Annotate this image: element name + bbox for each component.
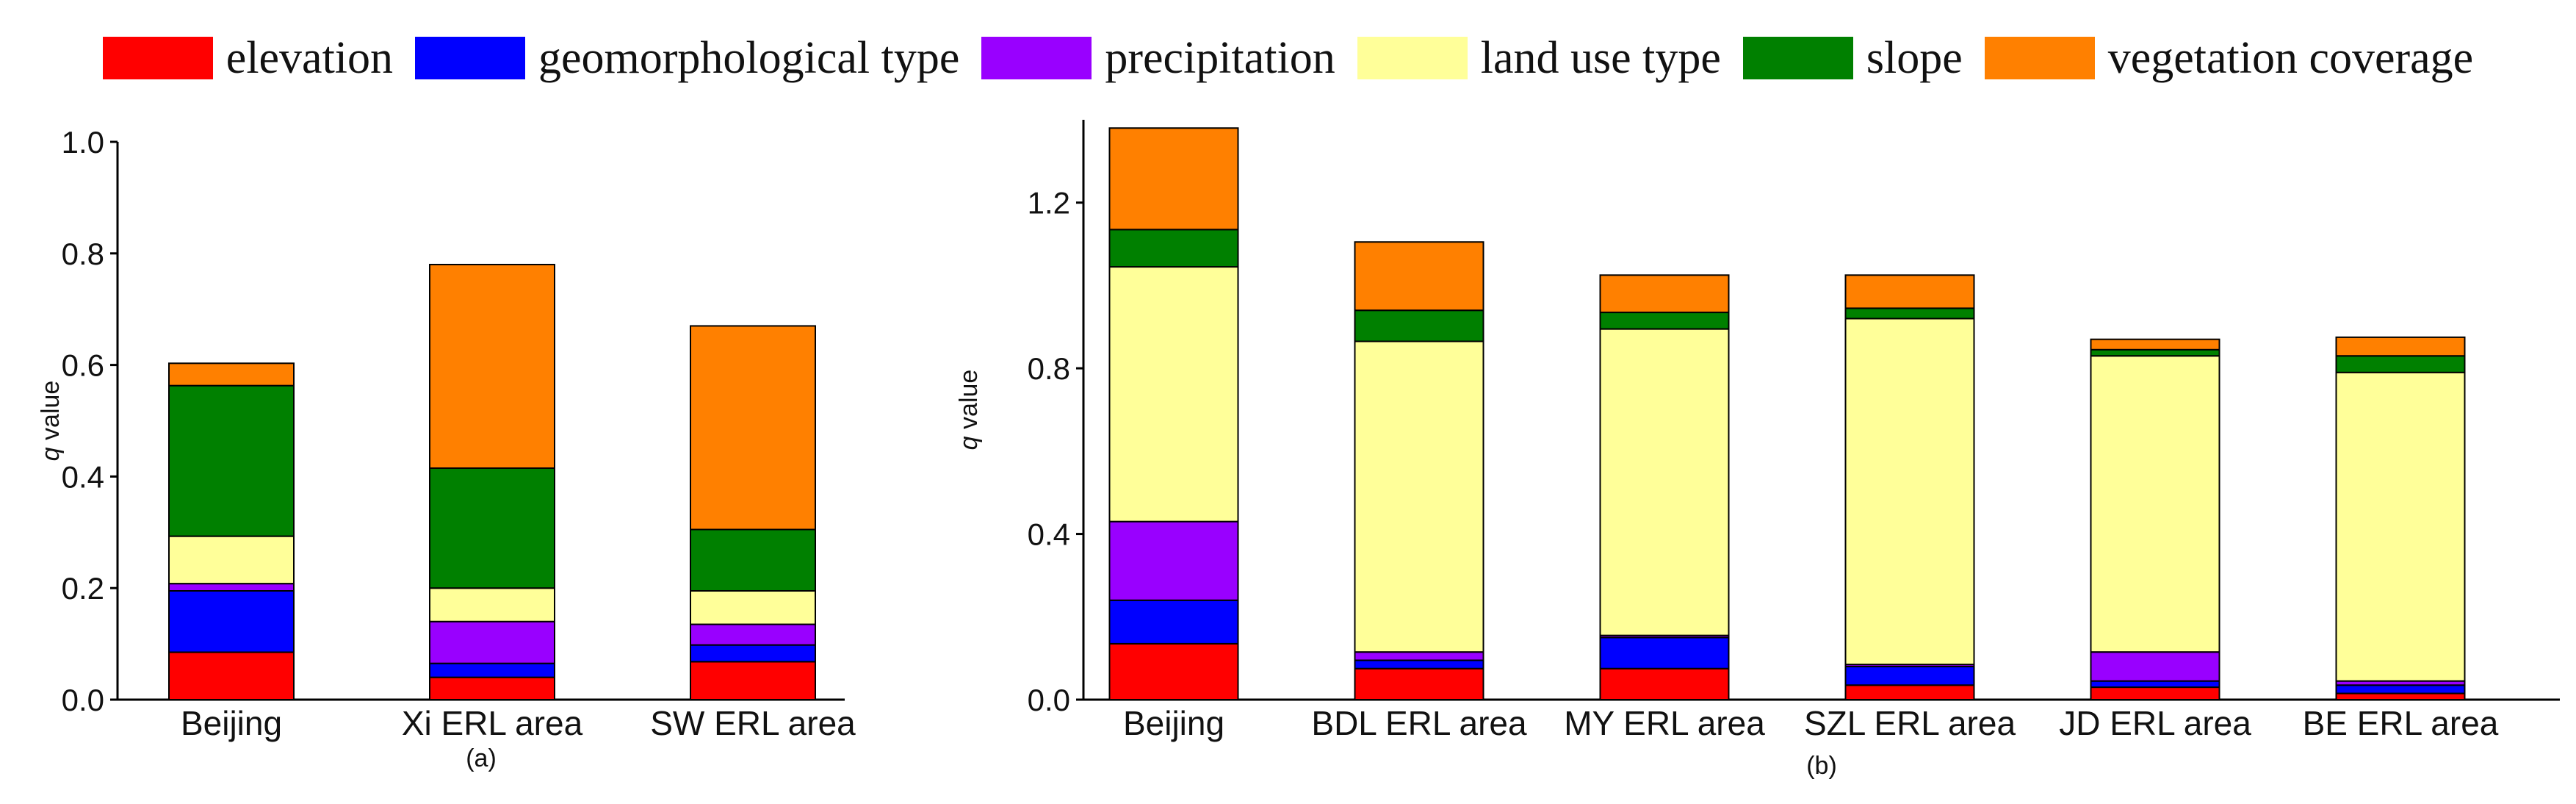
x-category-label: MY ERL area [1564, 704, 1765, 742]
bar-jd-erl-area-geomorphological-type [2090, 680, 2220, 689]
bar-beijing-elevation [1108, 642, 1239, 700]
bar-bdl-erl-area-land-use-type [1354, 340, 1484, 653]
bar-sw-erl-area-slope [690, 528, 816, 592]
bar-szl-erl-area-vegetation-coverage [1844, 274, 1975, 309]
bar-my-erl-area-slope [1599, 312, 1730, 330]
legend-label-elevation: elevation [226, 32, 394, 83]
panel-label: (a) [466, 744, 497, 772]
bar-xi-erl-area-land-use-type [429, 587, 555, 622]
bar-sw-erl-area-elevation [690, 661, 816, 700]
bar-my-erl-area-vegetation-coverage [1599, 274, 1730, 314]
bar-bdl-erl-area-slope [1354, 309, 1484, 342]
x-category-label: BE ERL area [2303, 704, 2499, 742]
legend-swatch-elevation [102, 37, 213, 79]
bar-beijing-land-use-type [1108, 266, 1239, 523]
x-category-label: JD ERL area [2059, 704, 2251, 742]
legend-label-land-use-type: land use type [1480, 32, 1721, 83]
bar-beijing-precipitation [1108, 520, 1239, 601]
bar-szl-erl-area-geomorphological-type [1844, 665, 1975, 686]
bar-beijing-geomorphological-type [1108, 599, 1239, 645]
bar-beijing-vegetation-coverage [1108, 127, 1239, 231]
bar-be-erl-area-vegetation-coverage [2335, 336, 2466, 357]
legend-swatch-slope [1742, 37, 1853, 79]
legend-label-vegetation-coverage: vegetation coverage [2107, 32, 2474, 83]
bar-sw-erl-area-vegetation-coverage [690, 325, 816, 531]
chart-panel-a: 0.0 0.2 0.4 0.6 0.8 1.0 q value Beijing Xi ERL a… [37, 125, 856, 772]
bar-beijing-vegetation-coverage [168, 362, 295, 387]
bar-bdl-erl-area-geomorphological-type [1354, 659, 1484, 670]
bar-szl-erl-area-land-use-type [1844, 317, 1975, 666]
bar-beijing-precipitation [168, 583, 295, 592]
legend-label-slope: slope [1866, 32, 1963, 83]
x-category-label: SZL ERL area [1804, 704, 2016, 742]
bar-my-erl-area-land-use-type [1599, 328, 1730, 636]
bar-bdl-erl-area-elevation [1354, 667, 1484, 700]
bar-jd-erl-area-vegetation-coverage [2090, 338, 2220, 351]
bar-xi-erl-area-precipitation [429, 620, 555, 664]
y-axis-label: q value [955, 370, 983, 451]
bar-be-erl-area-slope [2335, 355, 2466, 373]
legend-item-vegetation-coverage: vegetation coverage [1984, 32, 2474, 85]
bar-xi-erl-area-slope [429, 467, 555, 589]
y-tick-label: 0.4 [1028, 517, 1070, 552]
bar-jd-erl-area-precipitation [2090, 651, 2220, 682]
x-category-label: Beijing [181, 704, 282, 742]
bar-bdl-erl-area-vegetation-coverage [1354, 241, 1484, 312]
y-tick-label: 1.0 [62, 125, 104, 159]
bar-jd-erl-area-elevation [2090, 686, 2220, 700]
y-tick-label: 0.8 [1028, 351, 1070, 386]
y-tick-label: 1.2 [1028, 186, 1070, 220]
y-tick-label: 0.6 [62, 348, 104, 383]
legend-item-land-use-type: land use type [1357, 32, 1721, 85]
legend-swatch-land-use-type [1357, 37, 1468, 79]
bar-bdl-erl-area-precipitation [1354, 651, 1484, 661]
legend-swatch-vegetation-coverage [1984, 37, 2095, 79]
legend-item-slope: slope [1742, 32, 1963, 85]
bar-xi-erl-area-vegetation-coverage [429, 263, 555, 470]
bar-be-erl-area-land-use-type [2335, 371, 2466, 682]
legend: elevation geomorphological type precipit… [0, 25, 2576, 91]
bar-my-erl-area-elevation [1599, 667, 1730, 700]
legend-item-geomorphological-type: geomorphological type [415, 32, 959, 85]
bar-xi-erl-area-geomorphological-type [429, 662, 555, 678]
bar-be-erl-area-elevation [2335, 692, 2466, 701]
bar-beijing-elevation [168, 651, 295, 700]
bar-sw-erl-area-geomorphological-type [690, 644, 816, 663]
bar-beijing-slope [168, 384, 295, 537]
bar-be-erl-area-geomorphological-type [2335, 684, 2466, 694]
legend-label-precipitation: precipitation [1105, 32, 1335, 83]
bar-jd-erl-area-land-use-type [2090, 355, 2220, 653]
y-tick-label: 0.4 [62, 459, 104, 494]
y-tick-label: 0.0 [62, 683, 104, 717]
bar-xi-erl-area-elevation [429, 676, 555, 701]
legend-item-elevation: elevation [102, 32, 394, 85]
legend-label-geomorphological-type: geomorphological type [538, 32, 960, 83]
bar-beijing-land-use-type [168, 535, 295, 585]
bar-my-erl-area-geomorphological-type [1599, 636, 1730, 670]
y-tick-label: 0.8 [62, 237, 104, 271]
y-axis-label: q value [37, 381, 65, 462]
bar-sw-erl-area-precipitation [690, 623, 816, 646]
bar-beijing-slope [1108, 229, 1239, 268]
x-category-label: SW ERL area [650, 704, 856, 742]
legend-item-precipitation: precipitation [981, 32, 1335, 85]
bar-beijing-geomorphological-type [168, 589, 295, 653]
bar-sw-erl-area-land-use-type [690, 589, 816, 625]
legend-swatch-precipitation [981, 37, 1092, 79]
legend-swatch-geomorphological-type [415, 37, 526, 79]
x-category-label: Xi ERL area [402, 704, 583, 742]
bar-szl-erl-area-slope [1844, 307, 1975, 320]
y-tick-label: 0.0 [1028, 683, 1070, 717]
x-category-label: Beijing [1123, 704, 1224, 742]
bar-jd-erl-area-slope [2090, 348, 2220, 357]
panel-label: (b) [1806, 752, 1837, 780]
y-tick-label: 0.2 [62, 571, 104, 606]
chart-panel-b: 0.0 0.4 0.8 1.2 q value Beijing BDL ERL area MY… [955, 120, 2560, 780]
bar-szl-erl-area-elevation [1844, 684, 1975, 701]
x-category-label: BDL ERL area [1311, 704, 1527, 742]
